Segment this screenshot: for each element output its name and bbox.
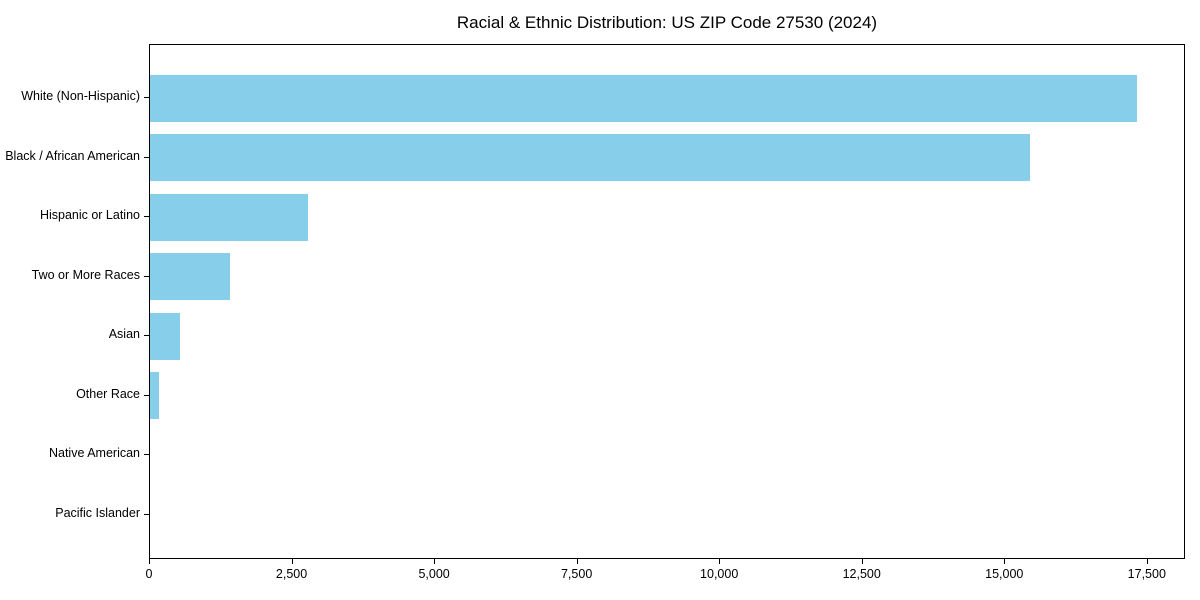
x-tick-mark-0: [149, 559, 150, 564]
x-tick-label-0: 0: [145, 567, 153, 581]
x-tick-label-2-500: 2,500: [275, 567, 308, 581]
x-tick-mark-17-500: [1147, 559, 1148, 564]
y-tick-mark-asian: [144, 335, 149, 336]
y-tick-label-black-african-american: Black / African American: [5, 148, 140, 163]
bar-asian: [150, 312, 180, 360]
x-tick-mark-2-500: [292, 559, 293, 564]
bar-black-african-american: [150, 134, 1030, 181]
y-tick-label-native-american: Native American: [48, 446, 140, 460]
bar-two-or-more-races: [150, 253, 230, 300]
x-tick-mark-10-000: [719, 559, 720, 564]
y-tick-label-other-race: Other Race: [76, 386, 140, 401]
y-tick-label-asian: Asian: [108, 327, 140, 341]
x-tick-mark-15-000: [1004, 559, 1005, 564]
bar-white-non-hispanic: [150, 74, 1137, 122]
x-tick-mark-12-500: [862, 559, 863, 564]
bar-other-race: [150, 372, 159, 419]
y-tick-mark-two-or-more-races: [144, 275, 149, 277]
y-tick-mark-pacific-islander: [144, 513, 149, 515]
x-tick-label-5-000: 5,000: [418, 567, 450, 581]
y-tick-mark-native-american: [144, 454, 149, 455]
x-tick-label-15-000: 15,000: [985, 567, 1024, 581]
x-tick-mark-5-000: [434, 559, 435, 564]
x-tick-mark-7-500: [577, 559, 578, 564]
y-tick-mark-black-african-american: [144, 156, 149, 158]
y-tick-mark-white-non-hispanic: [144, 97, 149, 98]
x-tick-label-7-500: 7,500: [560, 567, 593, 581]
y-tick-label-pacific-islander: Pacific Islander: [55, 505, 140, 520]
y-tick-label-two-or-more-races: Two or More Races: [31, 267, 140, 282]
y-tick-label-hispanic-or-latino: Hispanic or Latino: [39, 208, 140, 222]
chart-title: Racial & Ethnic Distribution: US ZIP Cod…: [456, 13, 878, 32]
x-tick-label-12-500: 12,500: [842, 567, 881, 581]
plot-area: [149, 44, 1185, 559]
x-tick-label-10-000: 10,000: [700, 567, 739, 581]
bar-hispanic-or-latino: [150, 193, 308, 241]
y-tick-label-white-non-hispanic: White (Non-Hispanic): [21, 89, 140, 103]
y-tick-mark-other-race: [144, 394, 149, 396]
y-tick-mark-hispanic-or-latino: [144, 216, 149, 217]
x-tick-label-17-500: 17,500: [1127, 567, 1166, 581]
